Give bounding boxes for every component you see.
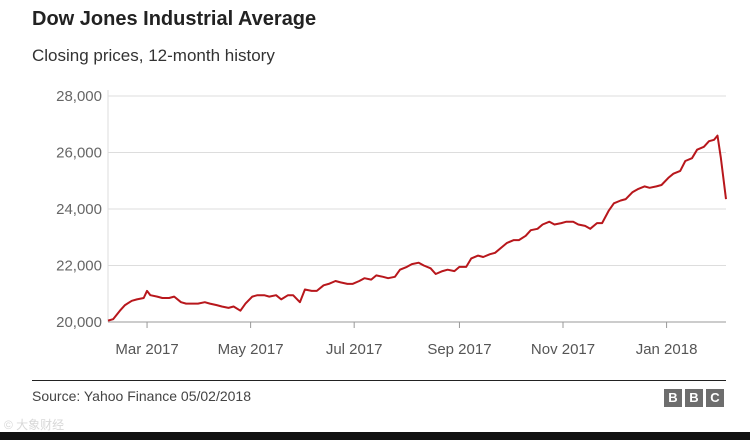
x-tick-label: Mar 2017 — [115, 341, 178, 358]
y-tick-label: 26,000 — [56, 145, 102, 162]
x-tick-label: Sep 2017 — [427, 341, 491, 358]
y-tick-label: 28,000 — [56, 88, 102, 105]
source-note: Source: Yahoo Finance 05/02/2018 — [32, 388, 251, 404]
line-chart: 20,000 22,000 24,000 26,000 28,000 Mar 2017 Ma… — [56, 88, 727, 358]
x-tick-label: May 2017 — [218, 341, 284, 358]
bbc-logo-letter: B — [664, 389, 682, 407]
bbc-logo: B B C — [664, 389, 724, 407]
x-tick-label: Nov 2017 — [531, 341, 595, 358]
watermark: © 大象财经 — [4, 418, 65, 432]
y-tick-label: 22,000 — [56, 258, 102, 275]
bottom-bar — [0, 432, 750, 440]
chart-subtitle: Closing prices, 12-month history — [32, 46, 275, 65]
y-tick-label: 20,000 — [56, 314, 102, 331]
x-tick-label: Jan 2018 — [636, 341, 698, 358]
footer-divider — [32, 380, 726, 381]
bbc-logo-letter: C — [706, 389, 724, 407]
y-tick-label: 24,000 — [56, 201, 102, 218]
bbc-logo-letter: B — [685, 389, 703, 407]
series-line — [107, 134, 727, 322]
x-tick-label: Jul 2017 — [326, 341, 383, 358]
chart-title: Dow Jones Industrial Average — [32, 8, 317, 30]
